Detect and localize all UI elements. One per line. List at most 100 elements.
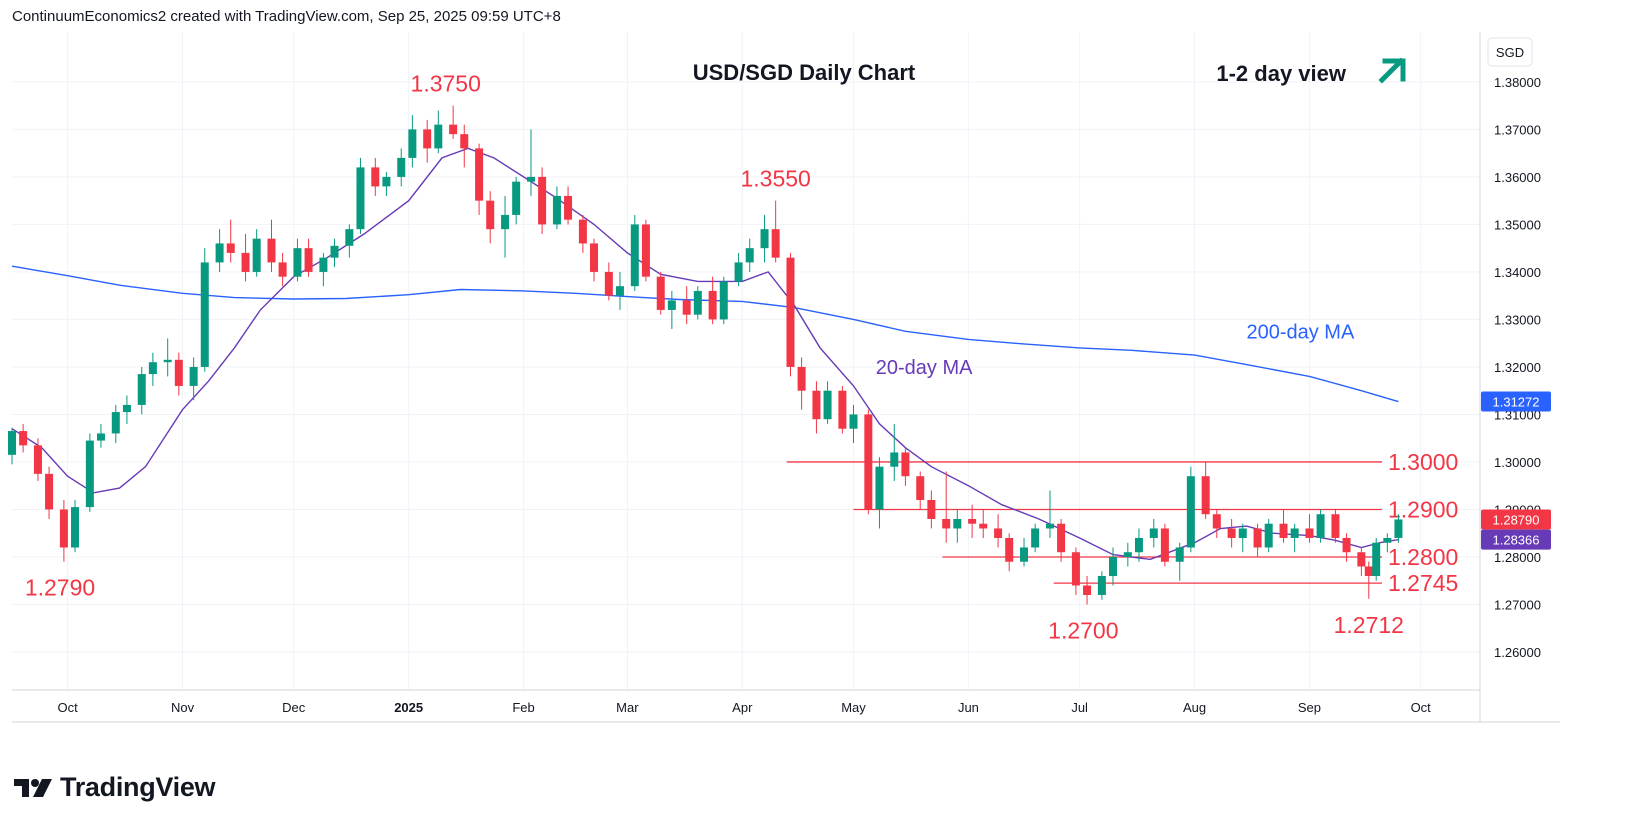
candle-body — [501, 214, 510, 230]
x-tick-label: Sep — [1298, 700, 1321, 715]
series-label: 200-day MA — [1246, 321, 1354, 343]
candle-body — [226, 243, 235, 253]
y-tick-label: 1.37000 — [1494, 122, 1541, 137]
candle-body — [215, 243, 224, 263]
price-annotation: 1.2790 — [25, 575, 95, 601]
candle-body — [330, 245, 339, 258]
candle-body — [745, 248, 754, 263]
price-annotation: 1.2700 — [1048, 617, 1118, 643]
y-tick-label: 1.33000 — [1494, 312, 1541, 327]
candle-body — [953, 518, 962, 529]
y-axis-ticks: 1.38000 1.37000 1.36000 1.35000 1.34000 1.330… — [1494, 75, 1541, 660]
tradingview-logo[interactable]: TradingView — [14, 772, 216, 803]
candle-body — [552, 195, 561, 225]
candle-body — [538, 176, 547, 225]
view-label: 1-2 day view — [1216, 61, 1347, 86]
candle-body — [615, 286, 624, 296]
y-tick-label: 1.28000 — [1494, 550, 1541, 565]
price-annotation: 1.2712 — [1334, 612, 1404, 638]
candle-body — [163, 359, 172, 363]
candle-body — [1316, 514, 1325, 538]
y-tick-label: 1.30000 — [1494, 455, 1541, 470]
price-tag-label: 1.28790 — [1493, 512, 1540, 527]
candle-body — [823, 390, 832, 420]
candle-body — [408, 129, 417, 158]
candle-body — [486, 200, 495, 230]
candle-body — [1227, 528, 1236, 538]
x-tick-label: Oct — [57, 700, 78, 715]
candle-body — [59, 509, 68, 548]
candle-body — [526, 176, 535, 182]
y-tick-label: 1.35000 — [1494, 217, 1541, 232]
x-tick-label: Apr — [732, 700, 753, 715]
candle-body — [1238, 528, 1247, 538]
price-tag — [1481, 391, 1551, 412]
candle-body — [1071, 552, 1080, 586]
candle-body — [319, 257, 328, 272]
candle-body — [1134, 537, 1143, 553]
candle-body — [968, 518, 977, 524]
candle-body — [85, 440, 94, 508]
currency-badge[interactable] — [1487, 37, 1533, 67]
y-tick-label: 1.32000 — [1494, 360, 1541, 375]
candle-body — [512, 181, 521, 215]
candle-body — [734, 262, 743, 282]
candle-body — [33, 445, 42, 474]
candle-body — [760, 229, 769, 249]
candle-body — [901, 452, 910, 477]
candle-body — [1045, 523, 1054, 529]
candle-body — [449, 124, 458, 135]
candle-body — [174, 359, 183, 386]
x-tick-label: May — [841, 700, 866, 715]
candle-body — [371, 167, 380, 187]
ma-line — [11, 147, 1399, 561]
candle-body — [1005, 537, 1014, 562]
candle-body — [1383, 537, 1392, 543]
candle-body — [864, 414, 873, 510]
candle-body — [475, 148, 484, 201]
x-tick-label: Oct — [1411, 700, 1432, 715]
y-tick-label: 1.26000 — [1494, 645, 1541, 660]
candle-body — [148, 362, 157, 375]
candle-body — [849, 414, 858, 429]
candle-body — [356, 167, 365, 230]
candle-body — [19, 431, 28, 446]
candle-body — [682, 300, 691, 315]
candle-body — [1331, 514, 1340, 538]
candle-body — [786, 257, 795, 367]
candle-body — [979, 523, 988, 529]
candle-body — [1149, 528, 1158, 538]
y-tick-label: 1.36000 — [1494, 170, 1541, 185]
candle-body — [434, 124, 443, 149]
candle-body — [460, 134, 469, 149]
candle-body — [189, 366, 198, 386]
x-tick-label: Jun — [958, 700, 979, 715]
candle-body — [122, 404, 131, 413]
price-tag — [1481, 509, 1551, 530]
x-tick-label: 2025 — [394, 700, 423, 715]
candle-body — [667, 300, 676, 310]
candle-body — [1109, 556, 1117, 576]
candle-body — [1123, 552, 1132, 557]
candle-body — [1057, 523, 1066, 553]
candle-body — [1160, 528, 1169, 562]
y-tick-label: 1.27000 — [1494, 597, 1541, 612]
level-label: 1.2800 — [1388, 544, 1458, 570]
candle-body — [111, 412, 120, 434]
price-tags: 1.31272 1.28790 1.28366 — [1481, 391, 1551, 550]
candle-body — [1305, 528, 1314, 538]
candle-body — [994, 528, 1003, 538]
attribution-header: ContinuumEconomics2 created with Trading… — [12, 8, 561, 25]
candle-body — [1186, 476, 1195, 548]
candle-body — [1264, 523, 1273, 548]
candle-body — [1031, 528, 1040, 548]
y-tick-label: 1.34000 — [1494, 265, 1541, 280]
candle-body — [293, 248, 302, 277]
level-label: 1.2745 — [1388, 570, 1458, 596]
candle-body — [1020, 547, 1029, 562]
candle-body — [382, 176, 391, 187]
candle-body — [890, 452, 899, 467]
price-tag-label: 1.31272 — [1493, 395, 1540, 410]
chart-title: USD/SGD Daily Chart — [693, 60, 916, 85]
